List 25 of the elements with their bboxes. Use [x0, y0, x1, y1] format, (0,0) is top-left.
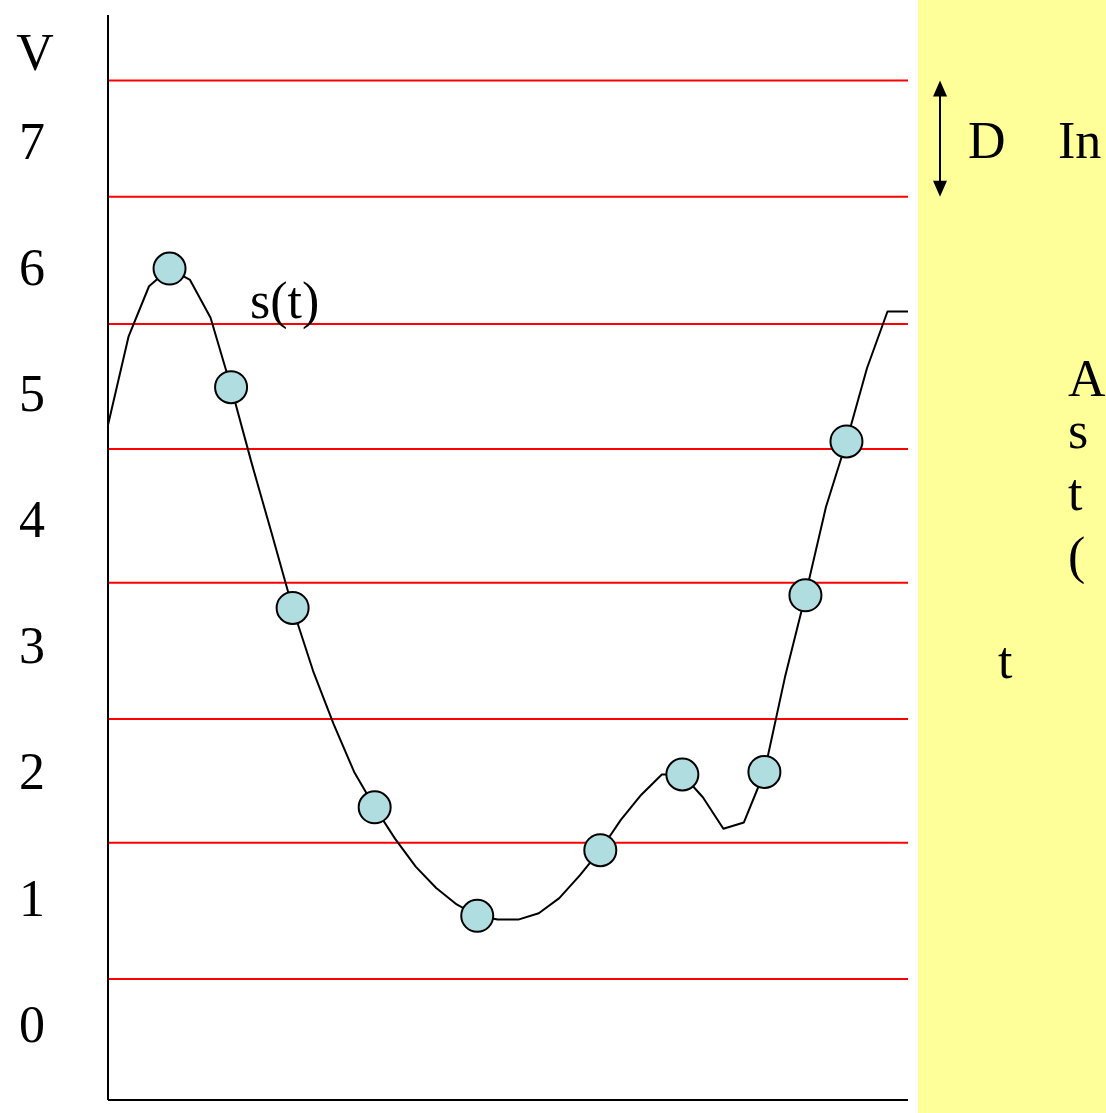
y-axis-title: V — [16, 24, 54, 81]
point — [275, 590, 310, 625]
y-tick-label: 1 — [19, 869, 45, 927]
point — [665, 757, 700, 792]
text: ( — [1068, 526, 1086, 585]
point — [788, 578, 823, 613]
y-tick-label: 6 — [19, 238, 45, 296]
point — [829, 424, 864, 459]
text: D — [968, 111, 1006, 169]
point — [747, 754, 782, 789]
y-tick-label: 4 — [19, 491, 45, 549]
text: In — [1058, 111, 1102, 169]
y-tick-label: 2 — [19, 743, 45, 801]
point — [460, 898, 495, 933]
point — [583, 833, 618, 868]
y-tick-label: 5 — [19, 364, 45, 422]
point — [152, 251, 187, 286]
y-tick-label: 3 — [19, 617, 45, 675]
y-tick-label: 0 — [19, 995, 45, 1053]
annotation: s(t) — [250, 271, 320, 330]
point — [214, 370, 249, 405]
text: t — [998, 631, 1013, 689]
text: t — [1068, 463, 1083, 521]
y-tick-label: 7 — [19, 112, 45, 170]
point — [357, 790, 392, 825]
